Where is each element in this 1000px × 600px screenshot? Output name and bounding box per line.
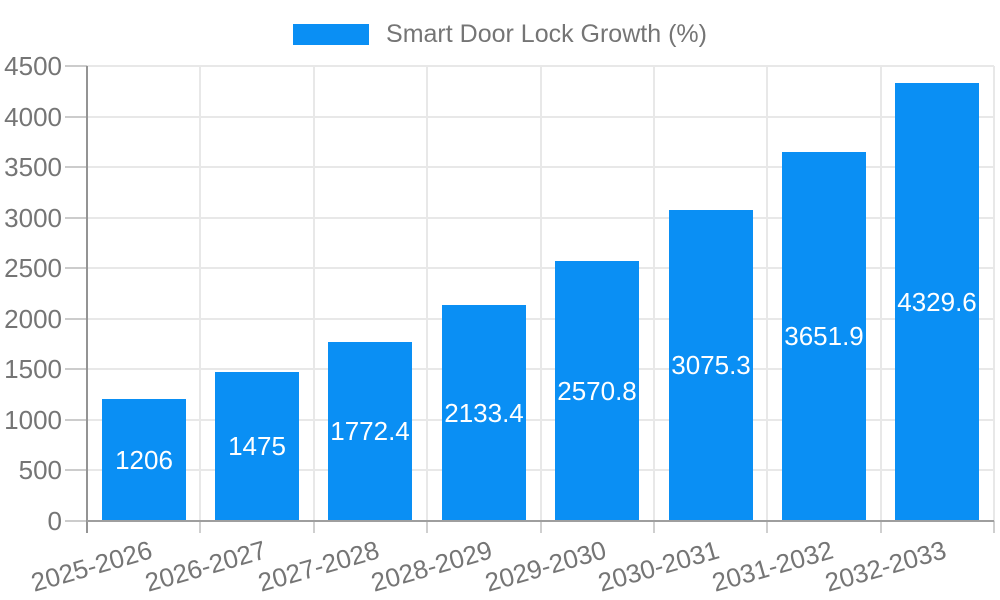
- category-boundary-gridline: [312, 66, 315, 521]
- y-axis-tick: [65, 267, 87, 270]
- bar-2030-2031[interactable]: 3075.3: [669, 210, 753, 521]
- y-axis-tick-label: 3000: [4, 202, 62, 233]
- y-axis-tick: [65, 418, 87, 421]
- y-axis-tick: [65, 115, 87, 118]
- y-axis-tick-label: 0: [47, 506, 62, 536]
- bar-2031-2032[interactable]: 3651.9: [782, 151, 866, 521]
- x-category-label: 2032-2033: [821, 534, 950, 598]
- y-axis-tick-label: 4500: [4, 51, 62, 81]
- x-axis-tick: [426, 521, 429, 533]
- category-boundary-gridline: [426, 66, 429, 521]
- bar-2027-2028[interactable]: 1772.4: [328, 341, 412, 521]
- y-axis-line: [86, 66, 88, 533]
- bar-value-label: 1772.4: [330, 415, 410, 446]
- y-axis-tick: [65, 166, 87, 169]
- category-boundary-gridline: [766, 66, 769, 521]
- bar-value-label: 1475: [228, 430, 286, 461]
- legend[interactable]: Smart Door Lock Growth (%): [0, 20, 1000, 49]
- category-boundary-gridline: [652, 66, 655, 521]
- y-axis-tick-label: 1000: [4, 404, 62, 435]
- bar-value-label: 2133.4: [444, 397, 524, 428]
- bar-value-label: 4329.6: [897, 286, 977, 317]
- legend-swatch: [293, 24, 370, 45]
- x-category-label: 2025-2026: [28, 534, 156, 598]
- y-axis-tick-label: 2000: [4, 303, 62, 334]
- x-axis-tick: [879, 521, 882, 533]
- y-axis-tick: [65, 65, 87, 67]
- category-boundary-gridline: [879, 66, 882, 521]
- bar-2025-2026[interactable]: 1206: [102, 399, 186, 521]
- x-category-label: 2027-2028: [254, 534, 383, 598]
- y-axis-tick: [65, 317, 87, 320]
- bar-value-label: 3075.3: [671, 350, 751, 381]
- y-axis-tick: [65, 368, 87, 371]
- bar-value-label: 2570.8: [557, 375, 637, 406]
- x-axis-tick: [312, 521, 315, 533]
- category-boundary-gridline: [539, 66, 542, 521]
- category-boundary-gridline: [993, 66, 995, 521]
- category-boundary-gridline: [199, 66, 202, 521]
- x-category-label: 2029-2030: [481, 534, 610, 598]
- y-axis-tick-label: 3500: [4, 152, 62, 183]
- y-axis-tick: [65, 469, 87, 472]
- bar-2029-2030[interactable]: 2570.8: [555, 261, 639, 521]
- y-axis-tick: [65, 216, 87, 219]
- x-category-label: 2031-2032: [708, 534, 837, 598]
- legend-label: Smart Door Lock Growth (%): [386, 20, 707, 48]
- bar-value-label: 1206: [115, 444, 173, 475]
- bar-2026-2027[interactable]: 1475: [215, 371, 299, 521]
- bar-2028-2029[interactable]: 2133.4: [442, 305, 526, 521]
- x-category-label: 2030-2031: [594, 534, 723, 598]
- x-category-label: 2026-2027: [141, 534, 270, 598]
- x-axis-tick: [539, 521, 542, 533]
- x-axis-tick: [652, 521, 655, 533]
- x-category-label: 2028-2029: [368, 534, 496, 598]
- y-axis-tick-label: 4000: [4, 101, 62, 132]
- x-axis-tick: [993, 521, 995, 533]
- x-axis-tick: [766, 521, 769, 533]
- x-axis-tick: [199, 521, 202, 533]
- bar-2032-2033[interactable]: 4329.6: [895, 83, 979, 521]
- y-axis-tick-label: 1500: [4, 354, 62, 385]
- y-axis-tick-label: 2500: [4, 253, 62, 284]
- y-axis-tick: [65, 520, 87, 522]
- bar-value-label: 3651.9: [784, 320, 864, 351]
- x-axis-baseline: [87, 520, 994, 522]
- y-axis-tick-label: 500: [18, 455, 62, 486]
